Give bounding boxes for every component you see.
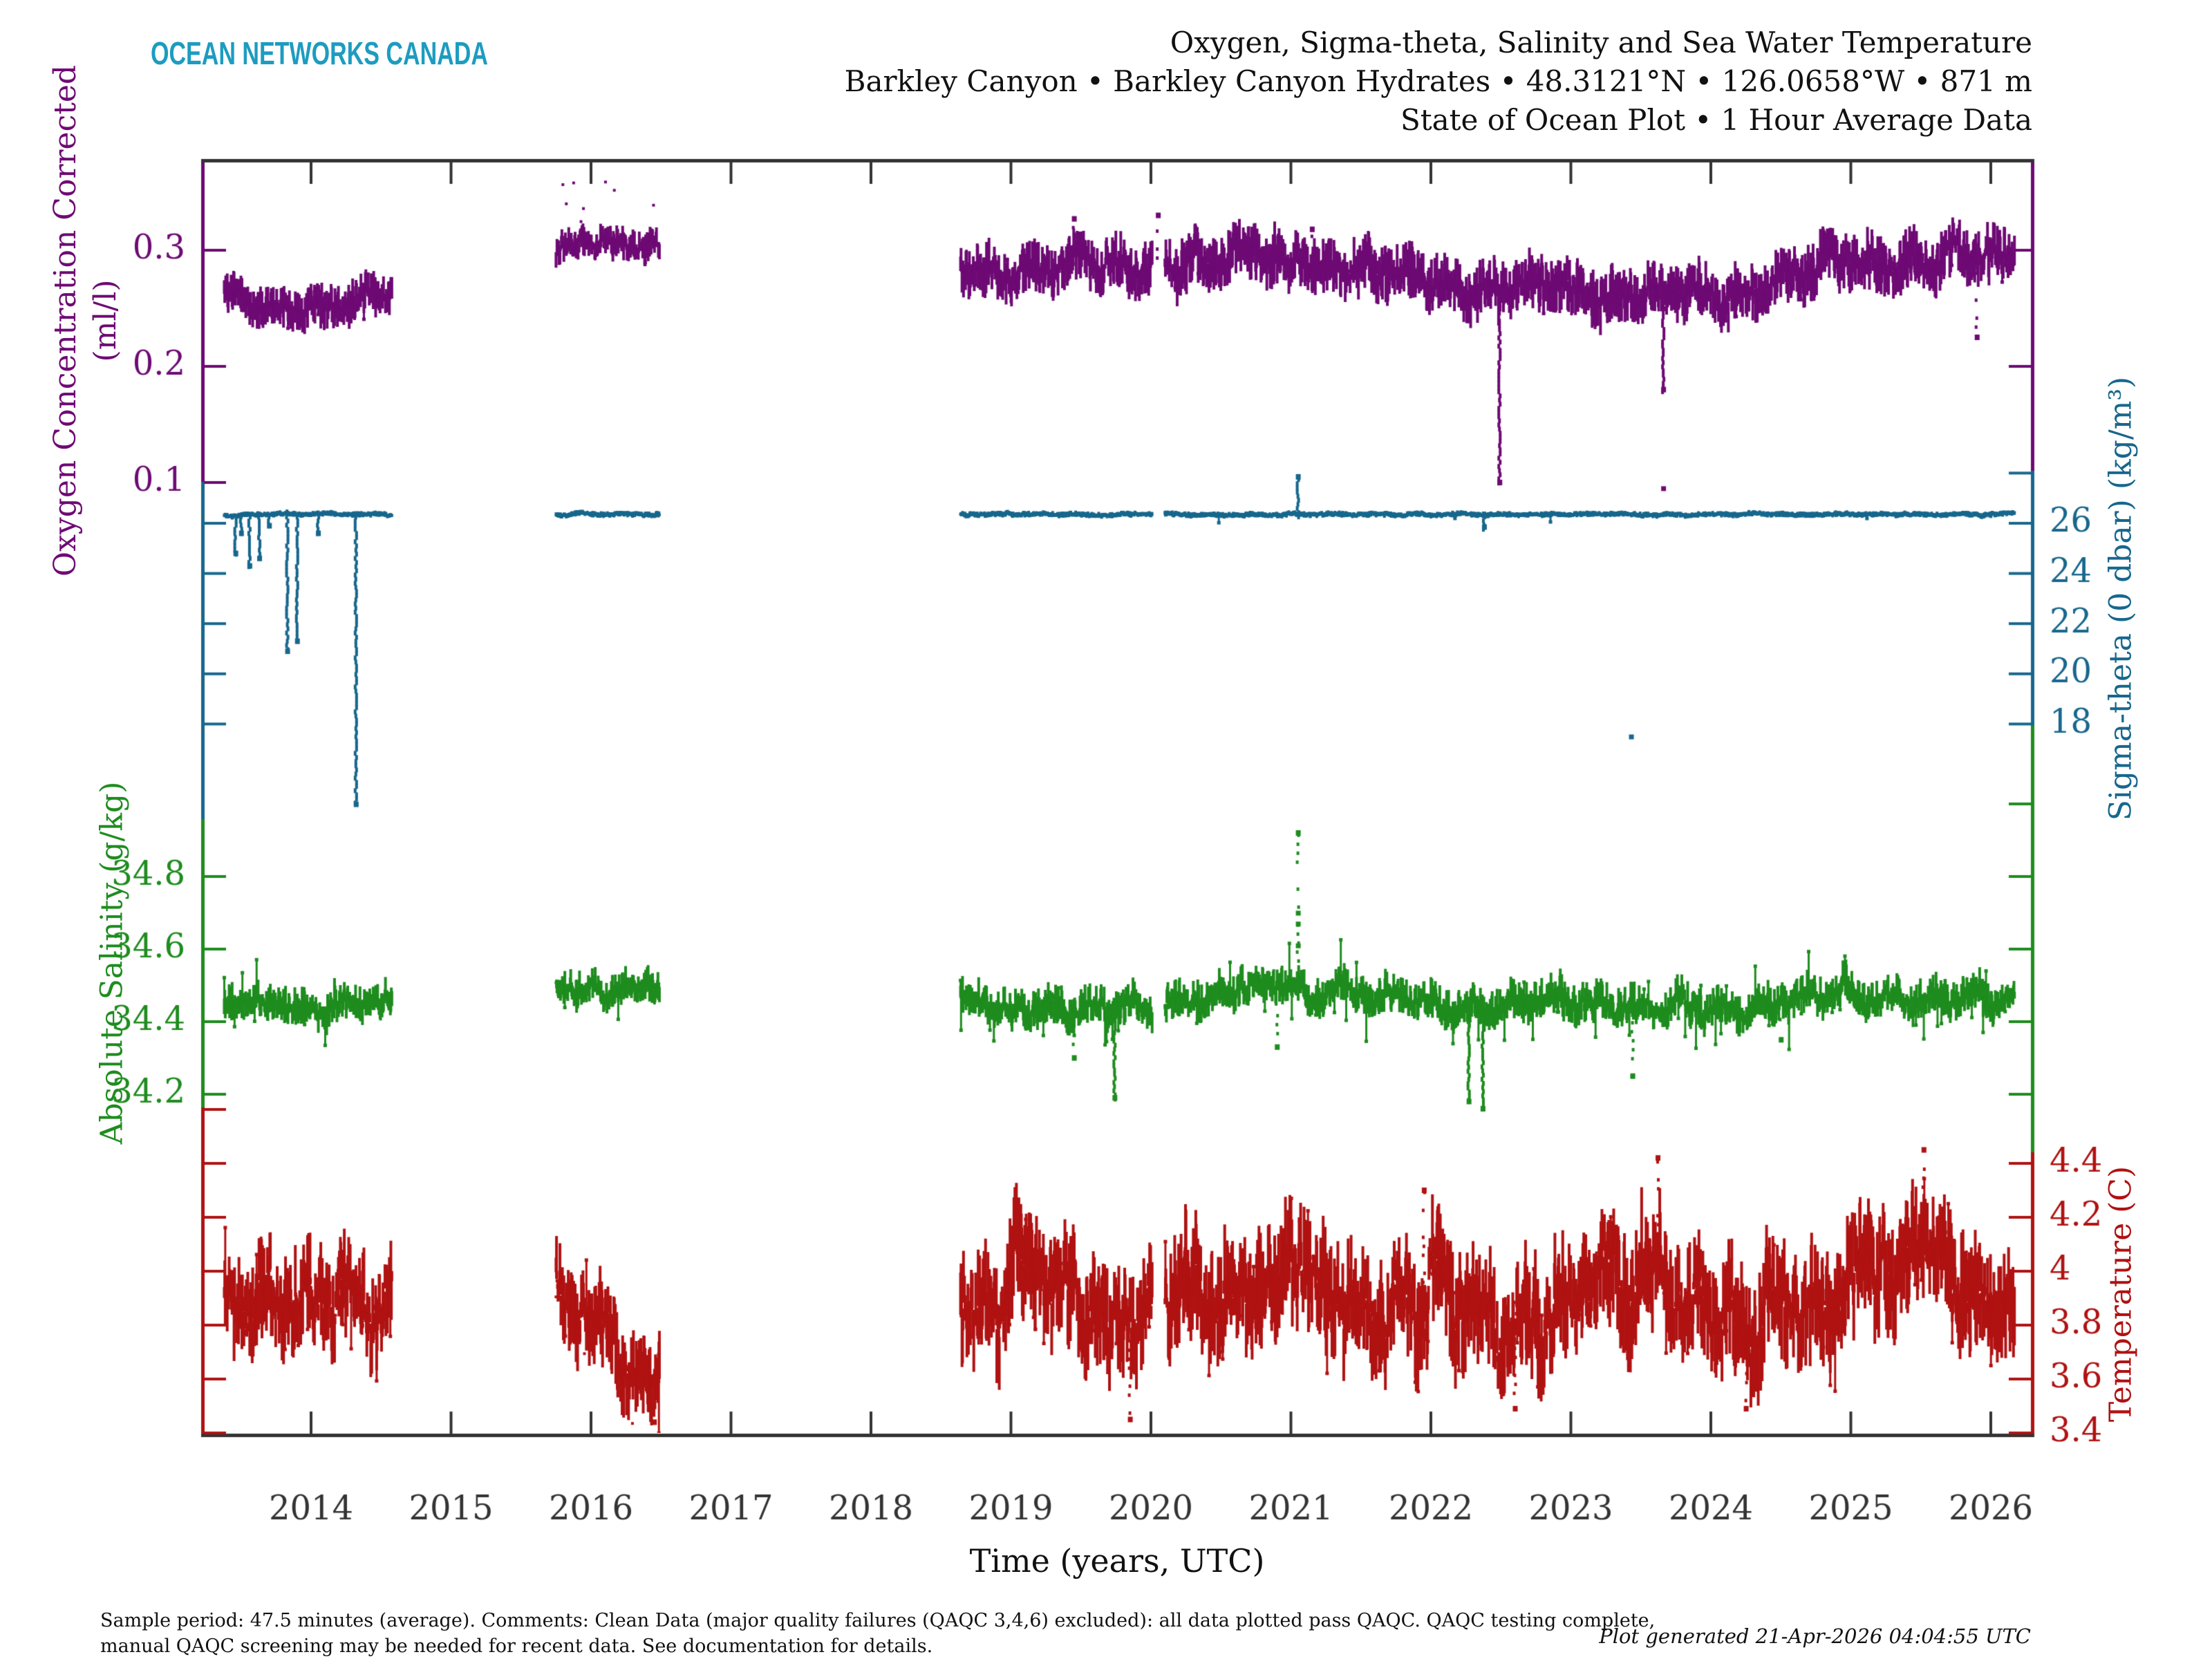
footnote-line1: Sample period: 47.5 minutes (average). C… [100, 1610, 1656, 1631]
oxygen-axis-title: Oxygen Concentration Corrected (ml/l) [46, 65, 126, 577]
sigma-theta-axis-title: Sigma-theta (0 dbar) (kg/m³) [2103, 377, 2139, 821]
qaqc-footnote: Sample period: 47.5 minutes (average). C… [100, 1608, 1655, 1659]
salinity-axis-title-name: Absolute Salinity [94, 882, 130, 1145]
sigma-theta-axis-title-units: (kg/m³) [2103, 376, 2139, 490]
oxygen-axis-title-units: (ml/l) [88, 279, 123, 362]
temperature-axis-title: Temperature (C) [2103, 1166, 2139, 1422]
x-axis-title: Time (years, UTC) [969, 1542, 1265, 1580]
temperature-axis-title-units: (C) [2103, 1165, 2139, 1213]
plot-title-line2: Barkley Canyon • Barkley Canyon Hydrates… [844, 64, 2032, 98]
plot-title: Oxygen, Sigma-theta, Salinity and Sea Wa… [845, 24, 2032, 140]
oxygen-axis-title-name: Oxygen Concentration Corrected [48, 64, 83, 577]
footnote-line2: manual QAQC screening may be needed for … [100, 1635, 933, 1658]
plot-generated-timestamp: Plot generated 21-Apr-2026 04:04:55 UTC [1599, 1624, 2031, 1648]
plot-title-line1: Oxygen, Sigma-theta, Salinity and Sea Wa… [1170, 26, 2032, 59]
sigma-theta-axis-title-name: Sigma-theta (0 dbar) [2103, 499, 2139, 821]
onc-logo: OCEAN NETWORKS CANADA [151, 35, 488, 71]
temperature-axis-title-name: Temperature [2103, 1222, 2139, 1423]
salinity-axis-title: Absolute Salinity (g/kg) [95, 782, 130, 1145]
plot-title-line3: State of Ocean Plot • 1 Hour Average Dat… [1400, 102, 2032, 137]
salinity-axis-title-units: (g/kg) [94, 781, 130, 873]
